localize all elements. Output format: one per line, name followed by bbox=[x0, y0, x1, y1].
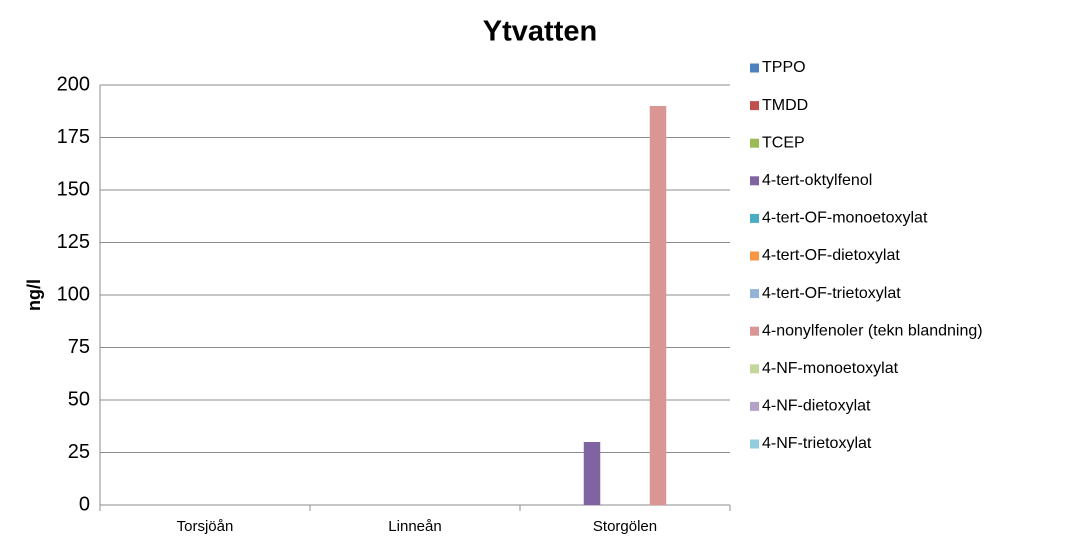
legend-swatch bbox=[750, 289, 759, 299]
legend-label: TPPO bbox=[762, 59, 806, 76]
legend-swatch bbox=[750, 439, 759, 449]
y-tick-label: 25 bbox=[68, 441, 90, 463]
y-axis-label: ng/l bbox=[24, 279, 44, 311]
x-tick-label: Torsjöån bbox=[177, 518, 234, 535]
legend-swatch bbox=[750, 63, 759, 73]
y-tick-label: 75 bbox=[68, 336, 90, 358]
legend-label: 4-NF-monoetoxylat bbox=[762, 360, 899, 377]
legend-label: 4-tert-OF-dietoxylat bbox=[762, 247, 900, 264]
y-tick-label: 200 bbox=[57, 73, 90, 95]
bar bbox=[583, 442, 601, 505]
legend-swatch bbox=[750, 326, 759, 336]
legend-label: 4-tert-OF-trietoxylat bbox=[762, 285, 901, 302]
bar bbox=[649, 106, 667, 505]
legend-label: TCEP bbox=[762, 134, 805, 151]
legend-swatch bbox=[750, 364, 759, 374]
legend-swatch bbox=[750, 401, 759, 411]
chart-title: Ytvatten bbox=[483, 16, 597, 48]
legend-label: TMDD bbox=[762, 97, 808, 114]
x-tick-label: Linneån bbox=[388, 518, 441, 535]
legend-label: 4-NF-trietoxylat bbox=[762, 435, 872, 452]
y-tick-label: 100 bbox=[57, 283, 90, 305]
legend-swatch bbox=[750, 176, 759, 186]
y-tick-label: 50 bbox=[68, 388, 90, 410]
legend-swatch bbox=[750, 101, 759, 111]
legend-label: 4-tert-OF-monoetoxylat bbox=[762, 210, 928, 227]
legend-label: 4-nonylfenoler (tekn blandning) bbox=[762, 322, 983, 339]
y-tick-label: 125 bbox=[57, 231, 90, 253]
legend-swatch bbox=[750, 138, 759, 148]
legend-label: 4-tert-oktylfenol bbox=[762, 172, 872, 189]
y-tick-label: 0 bbox=[79, 493, 90, 515]
legend-label: 4-NF-dietoxylat bbox=[762, 398, 871, 415]
legend-swatch bbox=[750, 251, 759, 261]
y-tick-label: 150 bbox=[57, 178, 90, 200]
legend-swatch bbox=[750, 213, 759, 223]
y-tick-label: 175 bbox=[57, 126, 90, 148]
x-tick-label: Storgölen bbox=[593, 518, 657, 535]
